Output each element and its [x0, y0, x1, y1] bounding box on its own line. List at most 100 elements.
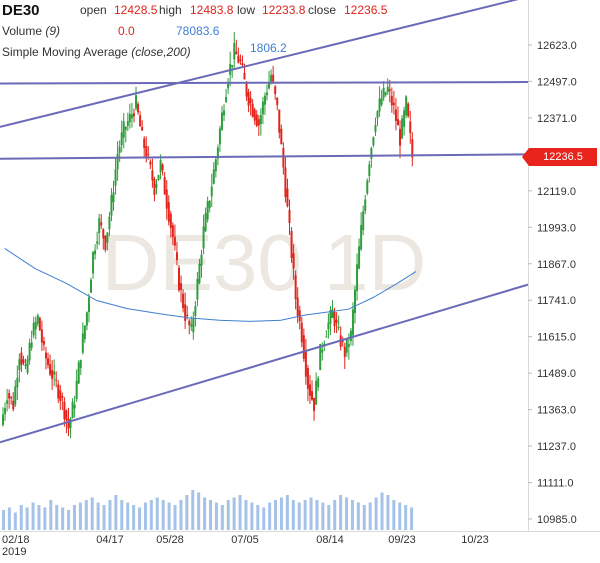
candle-body — [351, 309, 354, 336]
volume-label: Volume — [2, 24, 43, 38]
candle-body — [141, 126, 144, 131]
candle-body — [249, 97, 252, 104]
candle-body — [169, 213, 172, 228]
volume-bar — [220, 505, 224, 530]
candle-body — [382, 87, 385, 98]
x-tick-label: 04/17 — [96, 534, 124, 546]
trendline — [0, 81, 529, 85]
candle-body — [49, 364, 52, 375]
candle-body — [403, 110, 406, 127]
high-value: 12483.8 — [190, 3, 234, 17]
candle-body — [210, 186, 213, 197]
candle-body — [153, 178, 156, 195]
candle-body — [392, 102, 395, 106]
volume-bar — [345, 497, 349, 530]
volume-bar — [197, 492, 201, 530]
candle-body — [202, 226, 205, 249]
candle-body — [112, 192, 115, 203]
candle-body — [67, 419, 70, 429]
candle-body — [327, 322, 330, 330]
volume-bar — [303, 500, 307, 530]
candle-body — [394, 109, 397, 121]
candle-body — [12, 400, 15, 410]
candle-body — [65, 410, 68, 421]
volume-bar — [37, 505, 41, 530]
candle-body — [349, 330, 352, 342]
low-value: 12233.8 — [262, 3, 306, 17]
y-tick-label: 11489.0 — [537, 368, 576, 380]
candle-body — [390, 96, 393, 106]
candle-body — [208, 200, 211, 208]
candle-body — [378, 98, 381, 112]
legend-ohlc-row: DE30 open 12428.5 high 12483.8 low 12233… — [2, 0, 387, 21]
candle-body — [241, 63, 244, 66]
candle-body — [173, 236, 176, 246]
candle-body — [77, 362, 80, 384]
y-tick-label: 11111.0 — [537, 478, 574, 490]
candle-body — [110, 195, 113, 216]
volume-bar — [321, 502, 325, 530]
candle-body — [214, 159, 217, 172]
candle-body — [104, 235, 107, 250]
candle-body — [335, 319, 338, 324]
volume-bar — [238, 495, 242, 530]
candle-body — [225, 96, 228, 102]
candle-body — [315, 380, 318, 405]
volume-bar — [7, 507, 11, 530]
high-marker-label: 1806.2 — [250, 41, 287, 55]
candle-body — [333, 312, 336, 327]
volume-bar — [232, 497, 236, 530]
candle-body — [184, 304, 187, 321]
candle-body — [18, 359, 21, 370]
candle-body — [227, 81, 230, 89]
volume-bar — [143, 502, 147, 530]
candle-body — [358, 246, 361, 269]
candle-body — [220, 112, 223, 130]
candle-body — [384, 92, 387, 96]
candle-body — [106, 232, 109, 243]
volume-bar — [350, 500, 354, 530]
y-tick-label: 12371.0 — [537, 113, 577, 125]
volume-bar — [72, 505, 76, 530]
candle-body — [204, 213, 207, 232]
candle-body — [319, 343, 322, 370]
candle-body — [235, 51, 238, 55]
candle-body — [69, 418, 72, 428]
candle-body — [345, 339, 348, 353]
candle-body — [159, 160, 162, 173]
volume-bar — [90, 497, 94, 530]
candle-body — [171, 225, 174, 237]
volume-bar — [155, 497, 159, 530]
candle-body — [200, 254, 203, 266]
candle-body — [266, 92, 268, 96]
candle-body — [126, 121, 129, 126]
volume-param: (9) — [45, 24, 61, 38]
candle-body — [253, 109, 256, 121]
x-tick-label: 10/23 — [461, 534, 489, 546]
y-axis-ticks: 12623.012497.012371.012245.012119.011993… — [528, 40, 577, 526]
candle-body — [401, 118, 404, 139]
volume-bar — [244, 500, 248, 530]
sma-line — [4, 248, 417, 322]
y-tick-label: 11237.0 — [537, 441, 576, 453]
candle-body — [118, 146, 121, 153]
legend-sma-row: Simple Moving Average (close,200) — [2, 42, 191, 63]
candle-body — [165, 189, 168, 209]
candle-body — [411, 139, 414, 158]
candle-body — [155, 184, 158, 188]
candle-body — [94, 250, 97, 255]
candle-body — [360, 225, 363, 250]
candle-body — [175, 252, 178, 260]
y-tick-label: 12623.0 — [537, 40, 577, 52]
candle-body — [42, 341, 45, 345]
candle-body — [270, 74, 273, 82]
volume-bar — [315, 500, 319, 530]
candle-body — [192, 318, 195, 333]
candle-body — [306, 368, 309, 389]
candle-body — [284, 167, 287, 198]
candle-body — [128, 113, 131, 123]
candle-body — [399, 128, 402, 146]
candle-body — [190, 324, 193, 327]
candle-body — [151, 170, 154, 181]
candle-body — [263, 95, 266, 105]
